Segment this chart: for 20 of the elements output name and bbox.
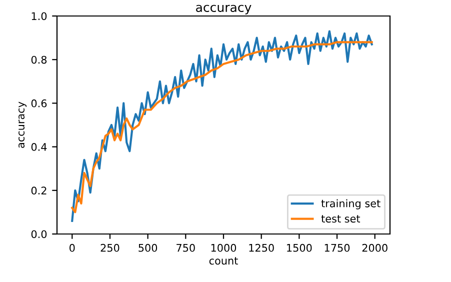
y-axis-title: accuracy [18,102,27,148]
x-tick-label: 750 [176,244,195,252]
x-tick-label: 1750 [324,244,350,252]
y-tick-label: 0.6 [31,99,47,108]
y-tick-label: 0.0 [31,230,47,238]
x-tick-label: 0 [70,244,75,252]
x-tick-label: 2000 [362,244,388,252]
y-tick-label: 0.4 [31,143,47,151]
legend-label: test set [321,215,360,223]
chart-title: accuracy [196,4,252,14]
legend-label: training set [321,199,380,210]
x-tick-label: 1000 [211,244,236,252]
x-tick-label: 500 [138,244,158,252]
x-tick-label: 250 [100,244,120,252]
x-tick-label: 1250 [249,244,274,252]
y-tick-label: 1.0 [32,12,47,20]
y-tick-label: 0.8 [31,56,47,64]
x-tick-label: 1500 [287,244,312,252]
x-axis-title: count [209,257,238,265]
y-tick-label: 0.2 [31,186,46,195]
